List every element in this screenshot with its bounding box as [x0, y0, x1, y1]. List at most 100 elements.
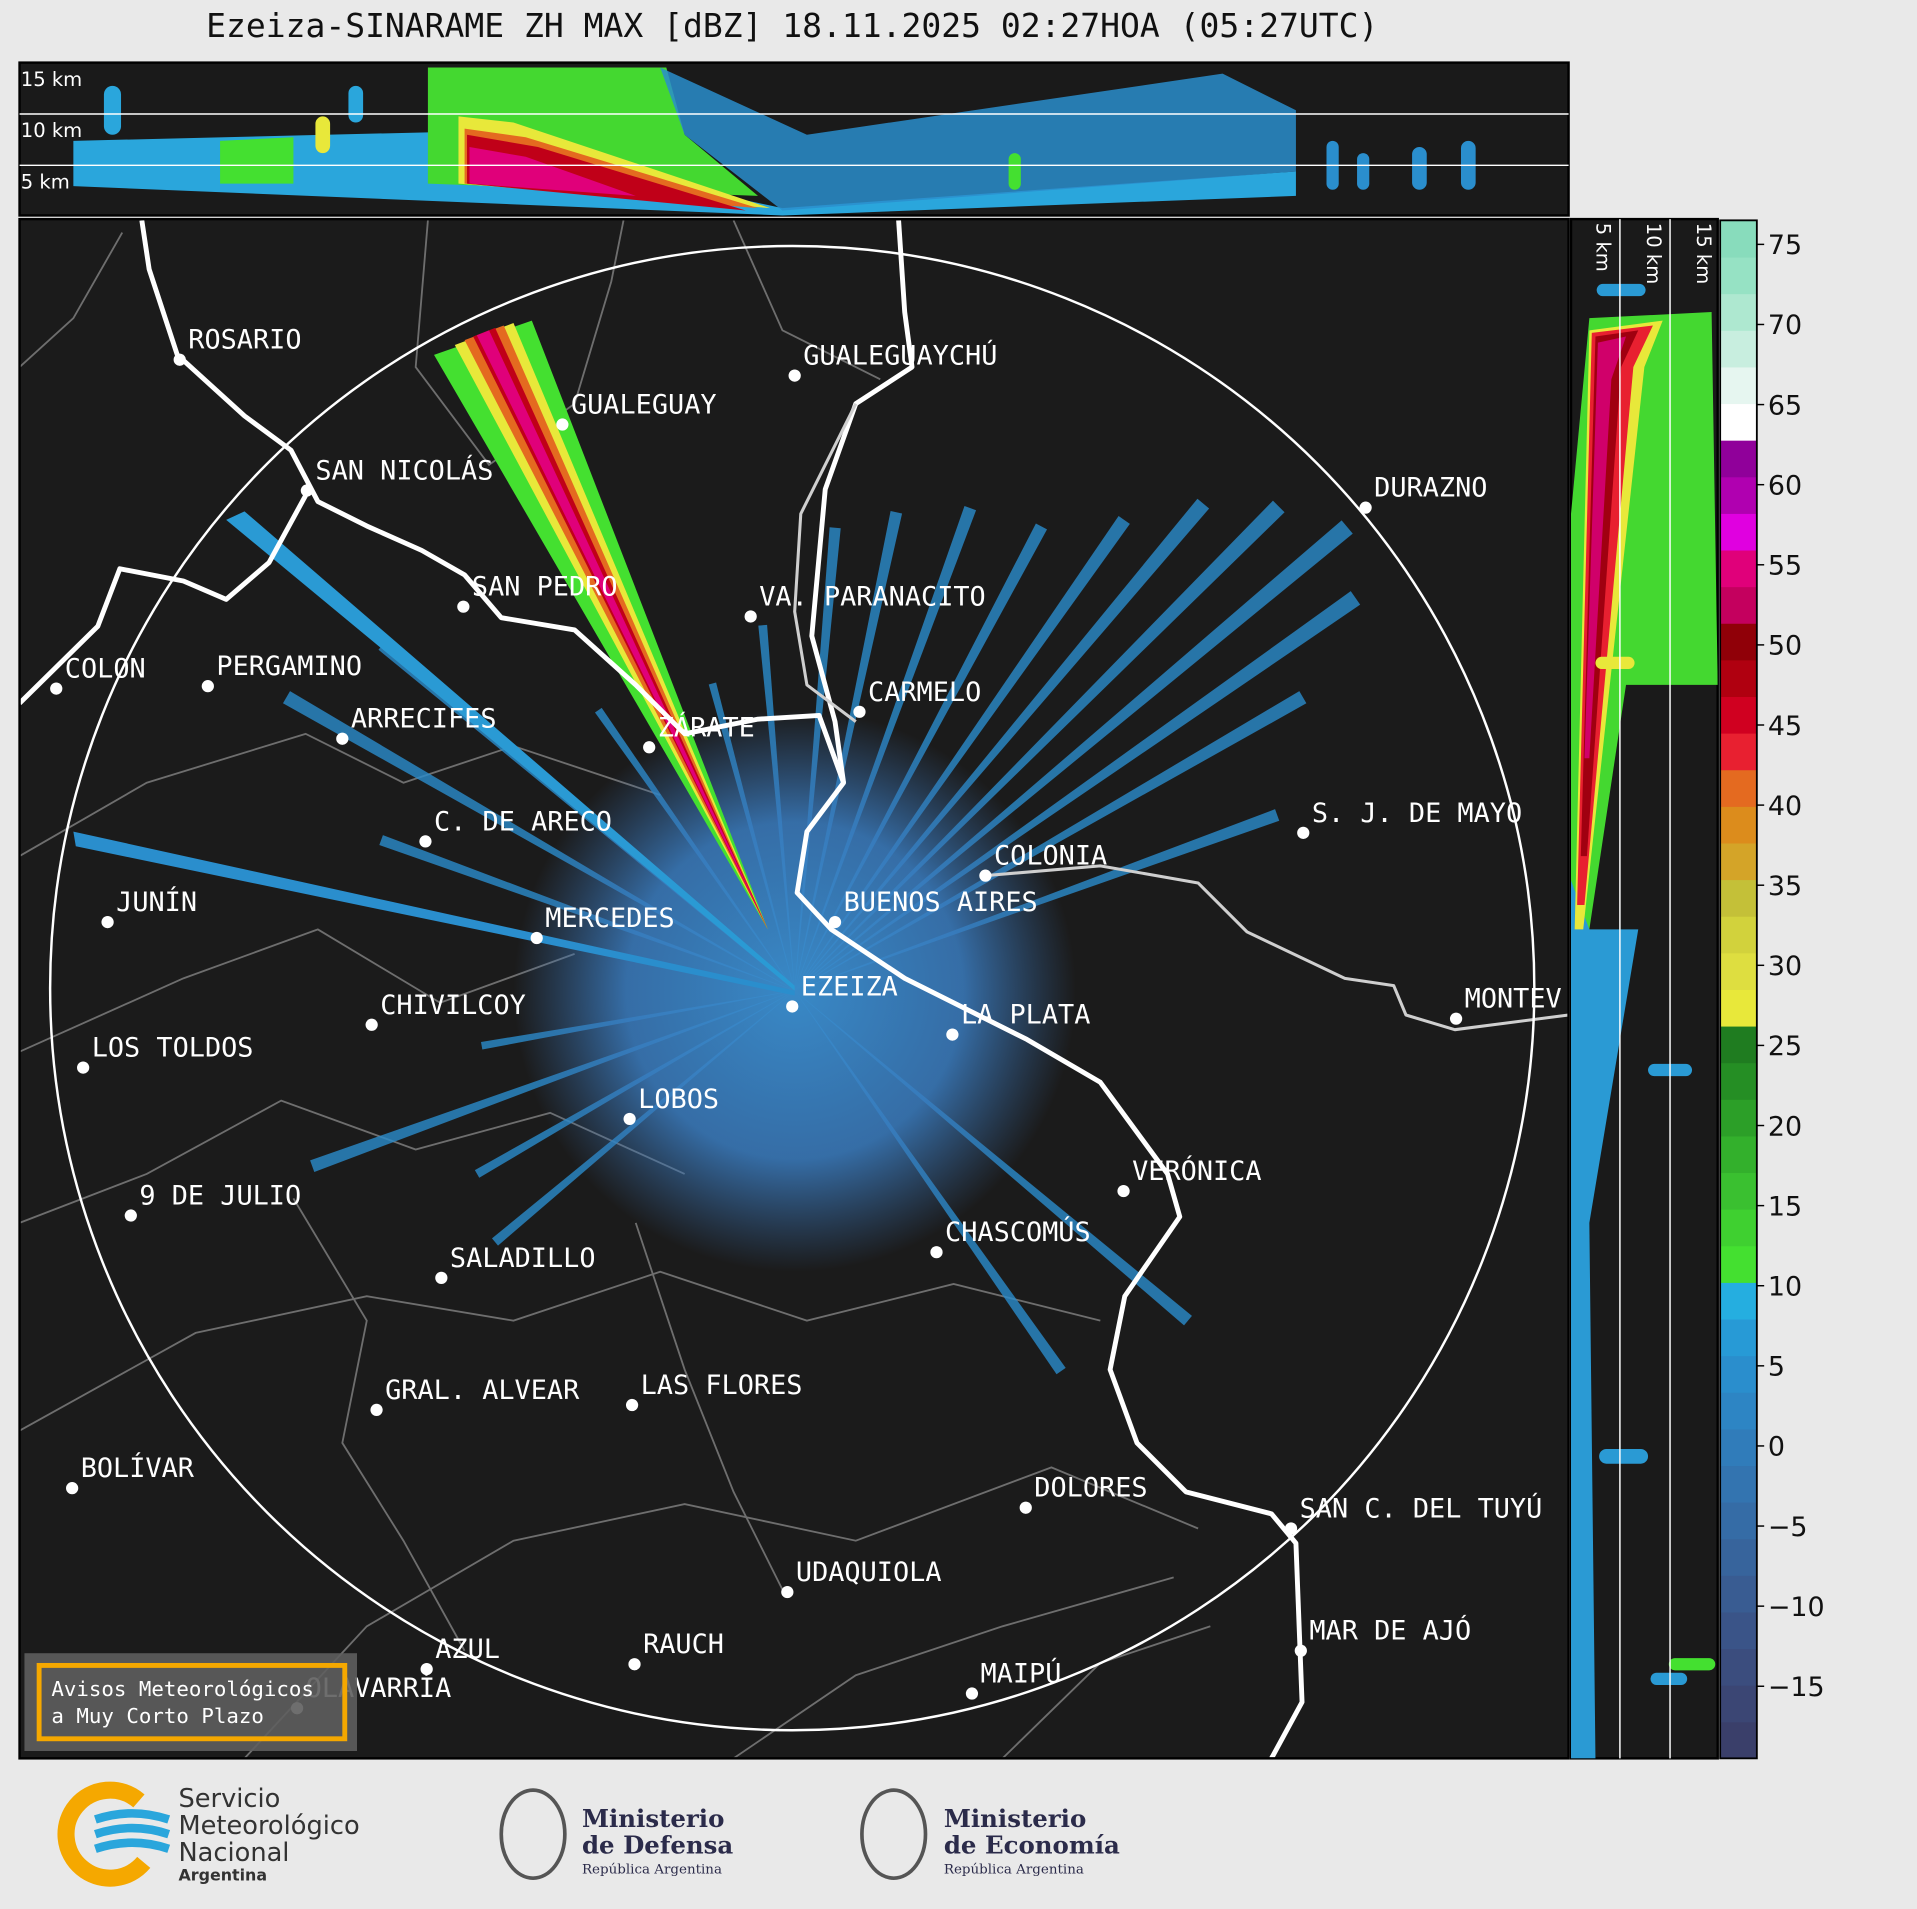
- city-marker: [625, 1398, 639, 1412]
- notice-frame: [36, 1662, 348, 1742]
- echo: [1599, 1449, 1649, 1464]
- echo: [1584, 336, 1627, 759]
- notice-text: Avisos Meteorológicos: [51, 1677, 314, 1701]
- province-borders: [19, 219, 1211, 1759]
- colorbar-segment: [1720, 989, 1757, 1027]
- border: [733, 1576, 1174, 1759]
- colorbar-tick-label: 35: [1768, 871, 1802, 902]
- colorbar-tick-label: 5: [1768, 1352, 1785, 1383]
- economia-logo: Ministerio de Economía República Argenti…: [860, 1788, 1120, 1880]
- city-marker: [1117, 1184, 1130, 1198]
- city-marker: [370, 1403, 383, 1417]
- colorbar-segment: [1720, 696, 1757, 734]
- city-label: 9 DE JULIO: [139, 1181, 301, 1212]
- title: Ezeiza-SINARAME ZH MAX [dBZ] 18.11.2025 …: [206, 6, 1378, 45]
- city-marker: [643, 741, 656, 754]
- side-panel: 5 km 10 km 15 km: [1569, 217, 1719, 1760]
- city-label: MAIPÚ: [981, 1658, 1062, 1690]
- colorbar-tick-label: 50: [1768, 631, 1802, 662]
- altitude-label: 15 km: [1692, 223, 1715, 284]
- colorbar-tick-label: 30: [1768, 951, 1802, 982]
- city-marker: [1297, 826, 1310, 839]
- city-label: CHIVILCOY: [380, 990, 526, 1021]
- city-label: GRAL. ALVEAR: [385, 1375, 580, 1406]
- colorbar-segment: [1720, 1611, 1757, 1650]
- city-label: SAN PEDRO: [472, 572, 618, 603]
- colorbar-frame: [1719, 219, 1758, 1760]
- city-marker: [628, 1658, 641, 1671]
- logo-ring: [57, 1781, 163, 1887]
- colorbar-tick-label: 25: [1768, 1031, 1802, 1062]
- colorbar-segment: [1720, 1025, 1757, 1064]
- echo: [1650, 1672, 1688, 1685]
- colorbar-tick-label: −10: [1768, 1592, 1825, 1623]
- city-marker: [530, 931, 543, 945]
- logo-text: Servicio: [178, 1784, 280, 1814]
- city-marker: [101, 915, 114, 929]
- city-label: PERGAMINO: [216, 651, 362, 682]
- city-marker: [336, 732, 349, 745]
- echo: [220, 137, 294, 184]
- logo-text: de Economía: [944, 1831, 1120, 1860]
- echo: [1357, 153, 1370, 190]
- city-label: GUALEGUAY: [571, 390, 717, 421]
- city-label: COLONIA: [994, 841, 1107, 872]
- coastlines: [19, 219, 1569, 1759]
- side-echoes: [1571, 283, 1718, 1759]
- city-marker: [435, 1271, 448, 1284]
- cities: ROSARIO GUALEGUAYCHÚ GUALEGUAY SAN NICOLÁS D…: [50, 325, 1562, 1715]
- colorbar-segment: [1720, 1721, 1757, 1759]
- city-label: ARRECIFES: [351, 704, 497, 735]
- notice-box: Avisos Meteorológicos a Muy Corto Plazo: [24, 1653, 357, 1752]
- logo-text: República Argentina: [582, 1862, 722, 1877]
- colorbar-segment: [1720, 366, 1757, 405]
- city-label: S. J. DE MAYO: [1312, 798, 1522, 829]
- colorbar-segment: [1720, 733, 1757, 771]
- colorbar-segment: [1720, 1575, 1757, 1613]
- colorbar-segment: [1720, 549, 1757, 588]
- echo: [73, 831, 795, 996]
- city-label: SAN C. DEL TUYÚ: [1300, 1492, 1543, 1524]
- city-marker: [965, 1687, 979, 1700]
- colorbar-segment: [1720, 1062, 1757, 1100]
- border: [634, 1222, 784, 1591]
- city-label: LOBOS: [638, 1084, 719, 1115]
- colorbar-tick-label: 65: [1768, 390, 1802, 421]
- storm-cell: [454, 323, 768, 930]
- city-label: LOS TOLDOS: [92, 1033, 254, 1064]
- colorbar-segment: [1720, 1648, 1757, 1686]
- colorbar-tick-label: 75: [1768, 230, 1802, 261]
- city-marker: [788, 369, 801, 382]
- colorbar-segment: [1720, 403, 1757, 441]
- city-marker: [173, 353, 186, 366]
- city-label: C. DE ARECO: [434, 806, 612, 837]
- city-marker: [365, 1018, 378, 1031]
- echo: [1596, 283, 1646, 297]
- river: [139, 219, 846, 784]
- city-label: AZUL: [435, 1634, 500, 1665]
- map-panel: ROSARIO GUALEGUAYCHÚ GUALEGUAY SAN NICOLÁS D…: [18, 217, 1570, 1760]
- colorbar-segment: [1720, 1209, 1757, 1247]
- city-marker: [66, 1482, 79, 1495]
- altitude-label: 10 km: [1642, 223, 1665, 284]
- border: [19, 928, 575, 1053]
- colorbar-tick-label: −15: [1768, 1672, 1825, 1703]
- echo: [660, 67, 1296, 211]
- colorbar-segment: [1720, 952, 1757, 990]
- city-label: BOLÍVAR: [81, 1452, 195, 1484]
- border: [19, 732, 661, 857]
- logos: Servicio Meteorológico Nacional Argentin…: [57, 1781, 1120, 1887]
- storm-cell: [434, 320, 768, 930]
- echo: [469, 146, 636, 196]
- city-marker: [1449, 1012, 1463, 1025]
- city-label: DURAZNO: [1374, 473, 1487, 504]
- city-marker: [623, 1112, 636, 1126]
- colorbar-segment: [1720, 1392, 1757, 1430]
- colorbar-segment: [1720, 1538, 1757, 1576]
- colorbar-segment: [1720, 1502, 1757, 1540]
- colorbar-tick-label: 0: [1768, 1432, 1785, 1463]
- city-marker: [50, 682, 63, 695]
- coastline: [794, 220, 1305, 1759]
- city-marker: [201, 680, 214, 693]
- city-marker: [124, 1209, 137, 1222]
